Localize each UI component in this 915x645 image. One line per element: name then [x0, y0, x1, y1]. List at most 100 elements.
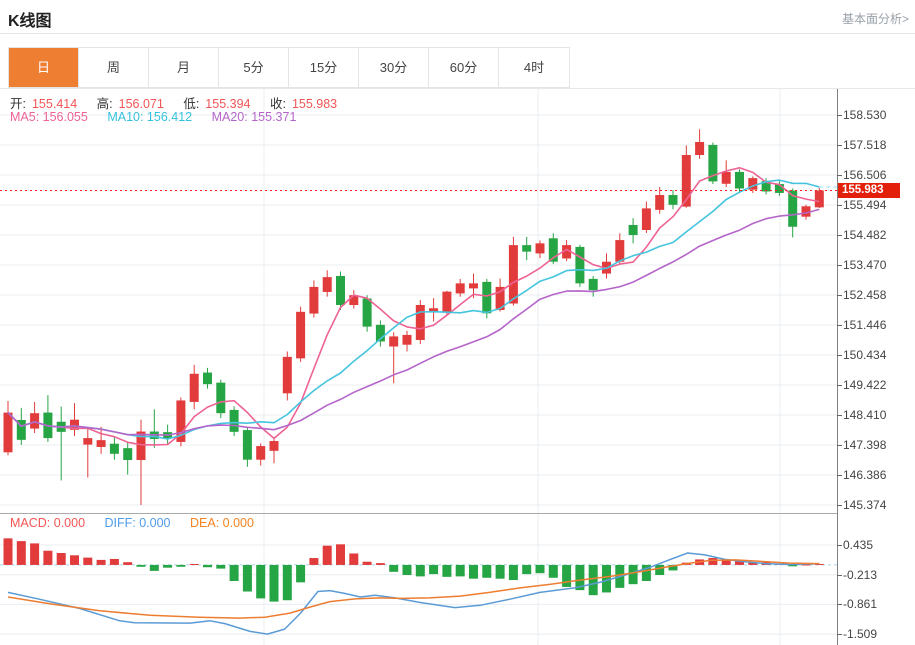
main-candle-chart[interactable] — [0, 89, 838, 513]
tab-15分[interactable]: 15分 — [289, 48, 359, 87]
tab-30分[interactable]: 30分 — [359, 48, 429, 87]
diff-value: DIFF: 0.000 — [104, 516, 171, 530]
macd-bar — [575, 564, 585, 591]
last-price-badge: 155.983 — [838, 183, 900, 198]
axis-tick — [837, 604, 842, 606]
tab-5分[interactable]: 5分 — [219, 48, 289, 87]
dea-line — [7, 559, 820, 619]
low-value: 155.394 — [205, 97, 251, 111]
candle — [16, 419, 26, 440]
dea-value: DEA: 0.000 — [190, 516, 254, 530]
axis-tick-label: -0.213 — [843, 567, 878, 582]
candle — [615, 240, 625, 262]
candle — [282, 356, 292, 394]
macd-bar — [256, 564, 266, 599]
candle — [721, 171, 731, 184]
tab-月[interactable]: 月 — [149, 48, 219, 87]
macd-bar — [296, 564, 306, 583]
macd-bar — [668, 564, 678, 571]
macd-chart[interactable] — [0, 513, 838, 645]
high-label: 高: — [96, 97, 113, 111]
candle — [522, 245, 532, 252]
macd-bar — [735, 561, 744, 565]
macd-bar — [469, 564, 478, 579]
candle — [735, 171, 744, 189]
candle — [3, 412, 13, 453]
axis-tick — [837, 354, 842, 356]
panel-separator — [0, 513, 837, 514]
page-title: K线图 — [8, 13, 52, 30]
candle — [389, 336, 399, 347]
title-divider — [0, 33, 915, 34]
ma5-value: MA5: 156.055 — [10, 110, 88, 124]
open-label: 开: — [10, 97, 26, 111]
close-label: 收: — [269, 97, 286, 111]
candle — [229, 409, 239, 432]
macd-bar — [788, 564, 798, 567]
axis-tick-label: 157.518 — [843, 137, 887, 152]
candle — [96, 440, 106, 447]
axis-tick — [837, 115, 842, 116]
macd-bar — [628, 564, 638, 585]
macd-bar — [136, 564, 146, 567]
macd-bar — [721, 559, 731, 565]
macd-bar — [56, 553, 66, 565]
candle — [83, 438, 93, 445]
candle — [176, 400, 186, 442]
candle — [801, 206, 811, 217]
macd-bar — [229, 564, 239, 581]
open-value: 155.414 — [31, 97, 78, 111]
macd-bar — [548, 564, 558, 578]
candle — [256, 446, 266, 460]
candles — [3, 129, 824, 506]
macd-bar — [641, 564, 651, 581]
fundamental-analysis-link[interactable]: 基本面分析> — [841, 12, 909, 26]
axis-tick-label: 149.422 — [843, 377, 887, 392]
high-value: 156.071 — [118, 97, 164, 111]
candle — [442, 291, 452, 312]
ma5-line — [7, 167, 820, 446]
candle — [508, 245, 518, 304]
candle — [788, 190, 798, 227]
tab-周[interactable]: 周 — [79, 48, 149, 87]
tab-日[interactable]: 日 — [9, 48, 79, 87]
candle — [349, 295, 359, 305]
candle — [535, 243, 545, 254]
macd-bar — [375, 563, 385, 565]
ma10-line — [7, 179, 820, 440]
candle — [123, 448, 133, 461]
macd-bar — [149, 564, 159, 571]
candle — [203, 372, 212, 385]
candle — [668, 195, 678, 205]
candle — [681, 155, 691, 207]
tab-60分[interactable]: 60分 — [429, 48, 499, 87]
candle — [415, 304, 425, 340]
axis-tick-label: -1.509 — [843, 627, 878, 642]
axis-tick-label: 155.494 — [843, 197, 887, 212]
macd-bar — [801, 564, 811, 566]
macd-bar — [562, 564, 572, 587]
macd-bar — [402, 564, 412, 576]
tab-4时[interactable]: 4时 — [499, 48, 569, 87]
axis-tick-label: 147.398 — [843, 437, 887, 452]
macd-bar — [655, 564, 665, 576]
macd-bar — [96, 559, 106, 565]
candle — [322, 277, 332, 292]
axis-tick-label: 156.506 — [843, 167, 887, 182]
macd-bar — [362, 561, 372, 565]
candle — [109, 443, 119, 454]
axis-tick — [837, 444, 842, 446]
macd-bar — [163, 564, 173, 568]
macd-legend: MACD: 0.000 DIFF: 0.000 DEA: 0.000 — [10, 516, 260, 530]
axis-tick-label: 154.482 — [843, 227, 887, 242]
candle — [588, 278, 598, 291]
macd-bar — [442, 564, 452, 577]
candle — [774, 184, 784, 193]
candle — [814, 190, 824, 208]
macd-histogram — [3, 538, 824, 602]
macd-bar — [30, 543, 40, 565]
candle — [641, 208, 651, 231]
macd-bar — [482, 564, 492, 578]
macd-bar — [336, 544, 345, 565]
macd-bar — [309, 558, 319, 565]
